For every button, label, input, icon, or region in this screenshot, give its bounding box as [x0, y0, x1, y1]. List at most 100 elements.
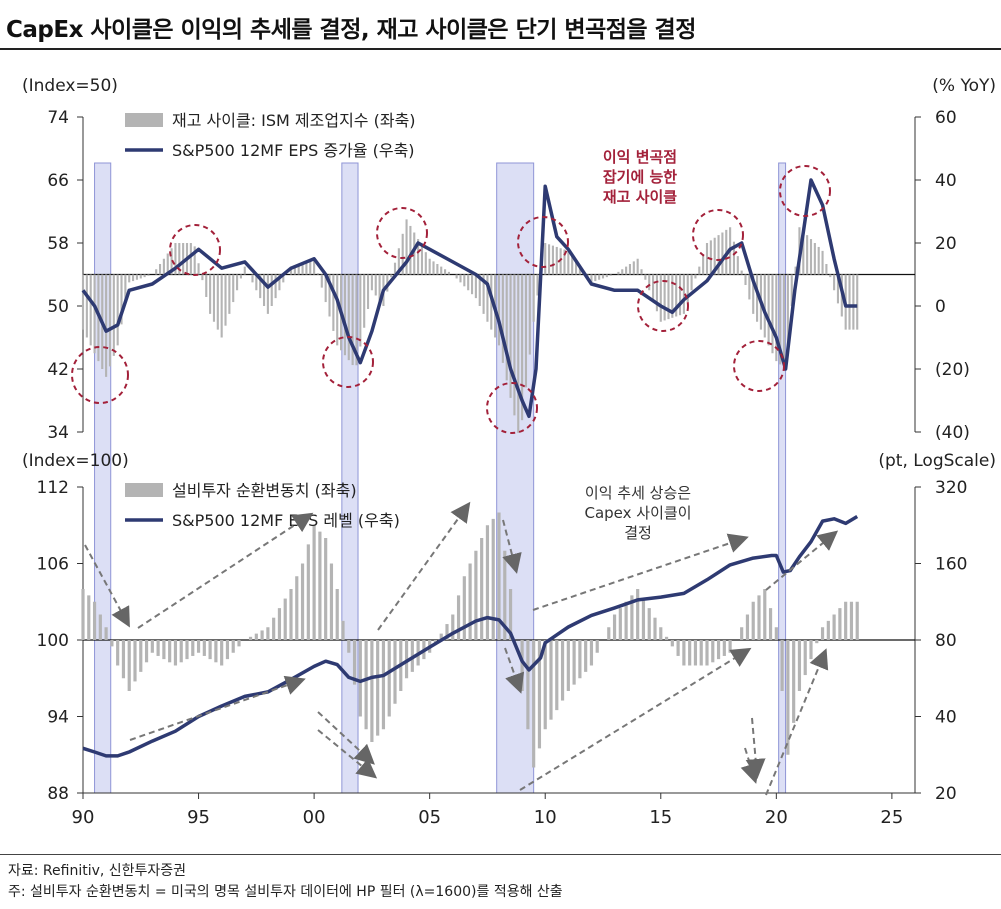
left-tick-label: 58 — [47, 234, 69, 254]
method-note: 주: 설비투자 순환변동치 = 미국의 명목 설비투자 데이터에 HP 필터 (… — [8, 884, 563, 900]
left-tick-label: 106 — [37, 555, 69, 575]
bar-1 — [295, 576, 299, 640]
bar-0 — [463, 274, 466, 287]
bar-0 — [212, 274, 216, 322]
left-tick-label: 42 — [47, 360, 69, 380]
trend-arrow — [740, 747, 760, 784]
bar-0 — [147, 274, 150, 276]
bar-0 — [501, 274, 504, 363]
bar-0 — [513, 274, 516, 416]
bar-0 — [135, 274, 138, 280]
bar-1 — [624, 601, 628, 640]
bar-0 — [393, 262, 397, 275]
bar-0 — [748, 274, 751, 300]
bar-0 — [436, 264, 439, 275]
annotation-inventory: 이익 변곡점 — [603, 148, 677, 166]
bar-0 — [120, 274, 123, 325]
right-tick-label: 0 — [935, 297, 946, 317]
trend-arrow — [765, 648, 829, 796]
bar-1 — [722, 640, 726, 656]
bar-0 — [632, 261, 635, 275]
bar-0 — [324, 274, 327, 303]
turning-point-circle — [486, 382, 538, 434]
bar-0 — [278, 274, 281, 291]
bar-0 — [756, 274, 759, 322]
bar-0 — [644, 274, 647, 280]
bar-0 — [817, 246, 820, 275]
bar-1 — [676, 640, 680, 656]
bar-1 — [364, 640, 368, 730]
bar-1 — [150, 640, 154, 653]
bar-1 — [347, 640, 351, 653]
bar-0 — [740, 270, 743, 275]
bar-0 — [224, 274, 227, 326]
bar-1 — [612, 614, 617, 640]
x-tick-label: 00 — [303, 807, 326, 828]
bar-0 — [320, 274, 323, 288]
bar-0 — [351, 274, 354, 366]
bar-0 — [166, 253, 169, 275]
bar-0 — [833, 274, 836, 291]
bar-0 — [536, 274, 539, 296]
bar-1 — [537, 640, 542, 749]
bar-0 — [782, 274, 786, 368]
bar-0 — [401, 233, 404, 275]
bar-0 — [366, 274, 370, 309]
bar-1 — [555, 640, 559, 711]
bar-0 — [405, 219, 408, 275]
bar-1 — [110, 640, 114, 647]
bar-0 — [548, 244, 551, 275]
bar-0 — [655, 274, 658, 312]
bar-1 — [705, 640, 709, 666]
bar-0 — [528, 274, 531, 355]
bar-0 — [813, 243, 816, 275]
bar-1 — [566, 640, 570, 691]
bar-1 — [456, 595, 461, 640]
bar-1 — [393, 640, 397, 704]
bar-0 — [571, 256, 574, 275]
bar-0 — [316, 273, 320, 275]
bar-0 — [601, 274, 605, 279]
right-tick-label: (20) — [935, 360, 970, 380]
bar-0 — [363, 274, 366, 328]
bar-1 — [526, 640, 530, 730]
bar-0 — [752, 274, 755, 314]
bar-0 — [128, 274, 131, 283]
bar-0 — [251, 274, 254, 283]
bar-0 — [763, 274, 766, 338]
bar-1 — [260, 630, 264, 640]
x-tick-label: 95 — [187, 807, 210, 828]
bar-1 — [121, 640, 126, 679]
bar-0 — [232, 274, 235, 303]
right-tick-label: 320 — [935, 478, 967, 498]
bar-0 — [397, 248, 400, 275]
bar-1 — [468, 563, 472, 640]
bar-0 — [609, 274, 612, 276]
bar-0 — [717, 235, 720, 275]
bar-1 — [792, 640, 796, 723]
bar-1 — [855, 601, 859, 640]
recession-shade-1 — [341, 162, 359, 794]
bar-1 — [480, 538, 484, 640]
legend-bar-swatch — [125, 483, 163, 497]
right-tick-label: 80 — [935, 631, 957, 651]
bar-1 — [196, 640, 201, 653]
bar-0 — [574, 261, 578, 275]
bar-0 — [132, 274, 135, 282]
recession-shade-3 — [778, 162, 787, 794]
bar-1 — [584, 640, 588, 672]
legend-bar-label: 재고 사이클: ISM 제조업지수 (좌축) — [172, 111, 416, 130]
bar-0 — [81, 274, 85, 330]
bar-0 — [447, 271, 450, 275]
turning-point-circle — [169, 224, 221, 276]
bar-0 — [289, 266, 293, 275]
bar-0 — [424, 252, 427, 275]
bar-1 — [815, 640, 819, 644]
right-tick-label: 20 — [935, 784, 957, 804]
bar-1 — [300, 563, 305, 640]
bar-1 — [503, 550, 507, 640]
bar-1 — [98, 614, 102, 640]
bar-1 — [826, 620, 830, 640]
bar-1 — [404, 640, 409, 679]
bar-1 — [185, 640, 189, 660]
